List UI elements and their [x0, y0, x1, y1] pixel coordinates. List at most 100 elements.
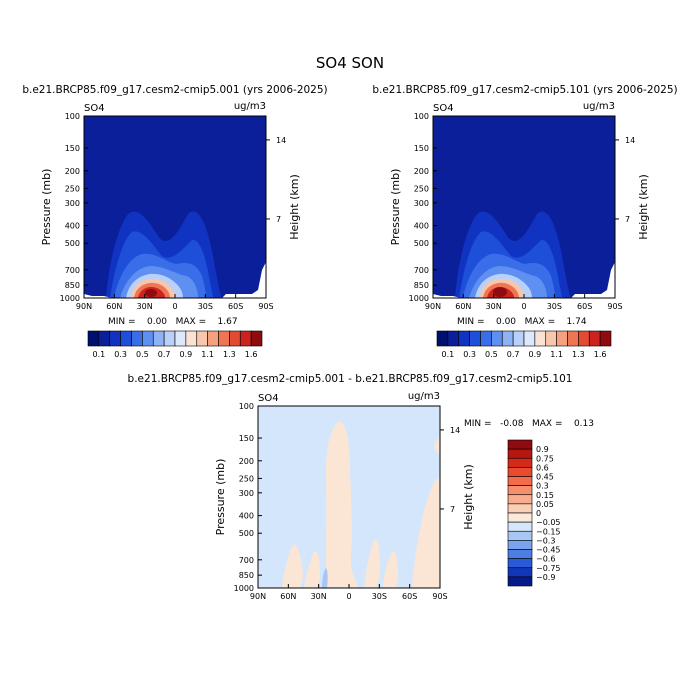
colorbar-swatch [507, 503, 533, 514]
x-tick-label: 60S [577, 302, 592, 311]
colorbar-label: 0.5 [136, 350, 149, 359]
right-tick-label: 14 [625, 136, 635, 145]
right-axis-label: Height (km) [288, 174, 301, 240]
right-tick-label: 7 [625, 215, 630, 224]
panel-title: b.e21.BRCP85.f09_g17.cesm2-cmip5.001 (yr… [22, 84, 327, 96]
y-tick-label: 200 [65, 167, 80, 176]
colorbar-swatch [507, 558, 533, 569]
colorbar-label: 0.3 [536, 482, 549, 491]
colorbar-label: −0.15 [536, 527, 561, 536]
y-tick-label: 400 [414, 222, 429, 231]
colorbar-label: 1.1 [550, 350, 563, 359]
colorbar-label: −0.45 [536, 546, 561, 555]
colorbar-label: 0.5 [485, 350, 498, 359]
y-tick-label: 1000 [234, 584, 254, 593]
colorbar-swatch [507, 476, 533, 486]
colorbar-label: −0.3 [536, 536, 555, 545]
plot-contours [282, 421, 440, 588]
x-tick-label: 60N [455, 302, 471, 311]
colorbar-swatch [163, 330, 176, 347]
y-tick-label: 1000 [60, 294, 80, 303]
right-tick-label: 7 [276, 215, 281, 224]
colorbar-swatch [507, 439, 533, 450]
y-tick-label: 700 [239, 556, 254, 565]
variable-label: SO4 [258, 393, 279, 404]
terrain-mask [433, 294, 461, 298]
x-tick-label: 30S [547, 302, 562, 311]
colorbar-swatch [447, 330, 460, 347]
x-tick-label: 90S [432, 592, 447, 601]
colorbar-label: 0.6 [536, 463, 549, 472]
colorbar-swatch [507, 549, 533, 559]
colorbar-label: 1.1 [201, 350, 214, 359]
colorbar-swatch [239, 330, 252, 347]
colorbar: 0.90.750.60.450.30.150.050−0.05−0.15−0.3… [507, 439, 561, 587]
y-tick-label: 250 [65, 184, 80, 193]
colorbar-label: 0.3 [114, 350, 127, 359]
colorbar-label: 0.7 [158, 350, 171, 359]
plot-contours [84, 211, 266, 298]
x-tick-label: 0 [521, 302, 526, 311]
y-tick-label: 300 [414, 199, 429, 208]
terrain-mask [571, 262, 615, 298]
colorbar-label: 0 [536, 509, 541, 518]
positive-region [282, 544, 303, 588]
x-tick-label: 30S [372, 592, 387, 601]
colorbar-label: 0.1 [442, 350, 455, 359]
colorbar-swatch [436, 330, 449, 347]
x-tick-label: 60N [106, 302, 122, 311]
x-tick-label: 60S [228, 302, 243, 311]
colorbar-label: 0.9 [536, 445, 549, 454]
panel-difference: b.e21.BRCP85.f09_g17.cesm2-cmip5.001 - b… [128, 373, 594, 601]
colorbar-swatch [534, 330, 547, 347]
colorbar-swatch [507, 448, 533, 459]
colorbar: 0.1 0.3 0.5 0.7 0.9 1.1 1.3 1.6 [436, 330, 612, 359]
x-tick-label: 30N [486, 302, 502, 311]
colorbar-swatch [501, 330, 514, 347]
colorbar-swatch [142, 330, 154, 347]
colorbar-swatch [507, 467, 533, 477]
colorbar-swatch [507, 567, 533, 578]
right-tick-label: 14 [276, 136, 286, 145]
main-title: SO4 SON [316, 54, 384, 72]
colorbar-swatch [120, 330, 132, 347]
colorbar: 0.1 0.3 0.5 0.7 0.9 1.1 1.3 1.6 [87, 330, 263, 359]
colorbar-swatch [523, 330, 536, 347]
colorbar-label: 0.9 [529, 350, 542, 359]
x-axis: 90N 60N 30N 0 30S 60S 90S [425, 294, 623, 311]
unit-label: ug/m3 [408, 391, 440, 402]
x-tick-label: 90S [258, 302, 273, 311]
colorbar-label: 0.45 [536, 473, 554, 482]
y-tick-label: 300 [239, 489, 254, 498]
panel-run-101: b.e21.BRCP85.f09_g17.cesm2-cmip5.101 (yr… [372, 84, 677, 359]
x-tick-label: 90N [425, 302, 441, 311]
colorbar-swatch [599, 330, 612, 347]
positive-region [434, 436, 440, 456]
colorbar-label: 1.6 [245, 350, 258, 359]
colorbar-label: −0.75 [536, 564, 561, 573]
y-tick-label: 850 [65, 281, 80, 290]
colorbar-swatch [207, 330, 219, 347]
y-axis: 100 150 200 250 300 400 500 700 850 1000 [60, 112, 88, 303]
x-tick-label: 0 [346, 592, 351, 601]
y-tick-label: 100 [239, 402, 254, 411]
colorbar-swatch [196, 330, 208, 347]
x-tick-label: 60S [402, 592, 417, 601]
y-tick-label: 100 [414, 112, 429, 121]
positive-region [412, 476, 440, 588]
colorbar-label: 0.7 [507, 350, 520, 359]
unit-label: ug/m3 [583, 101, 615, 112]
contour-peak [145, 289, 157, 297]
colorbar-swatch [491, 330, 503, 347]
colorbar-swatch [556, 330, 568, 347]
y-tick-label: 500 [239, 529, 254, 538]
colorbar-swatch [98, 330, 111, 347]
colorbar-swatch [545, 330, 557, 347]
colorbar-swatch [507, 512, 533, 523]
y-tick-label: 100 [65, 112, 80, 121]
positive-region [325, 421, 358, 588]
positive-region [304, 551, 320, 588]
y-axis-label: Pressure (mb) [214, 459, 227, 536]
y-tick-label: 250 [414, 184, 429, 193]
